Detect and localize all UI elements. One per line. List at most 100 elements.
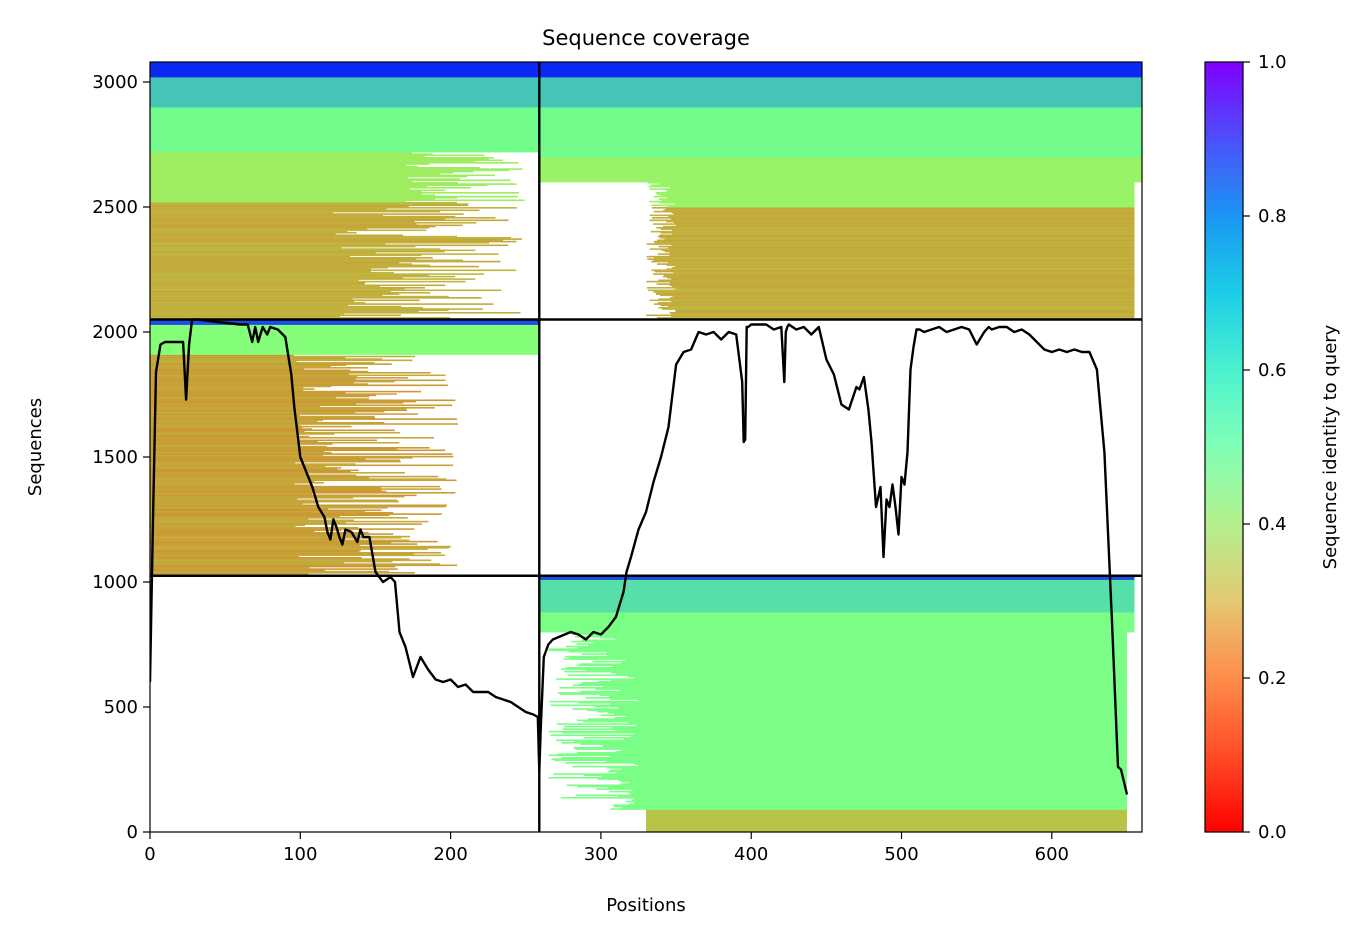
heatmap-row <box>551 758 1127 760</box>
heatmap-row <box>150 183 517 185</box>
heatmap-row <box>150 453 453 455</box>
heatmap-row <box>150 334 540 337</box>
heatmap-row <box>150 193 422 195</box>
heatmap-row <box>539 127 1142 129</box>
heatmap-row <box>566 784 1127 787</box>
heatmap-row <box>608 787 1127 789</box>
heatmap-row <box>150 335 540 338</box>
heatmap-row <box>150 457 413 459</box>
heatmap-row <box>150 460 401 463</box>
heatmap-row <box>150 289 502 292</box>
heatmap-row <box>150 270 371 273</box>
heatmap-row <box>587 709 1127 712</box>
heatmap-row <box>618 779 1127 782</box>
heatmap-row <box>539 629 1135 632</box>
heatmap-row <box>150 529 342 532</box>
heatmap-row <box>539 175 1142 178</box>
heatmap-row <box>150 77 540 79</box>
heatmap-row <box>150 269 516 272</box>
heatmap-row <box>539 97 1142 99</box>
heatmap-row <box>150 162 519 164</box>
heatmap-row <box>150 510 365 513</box>
heatmap-row <box>150 525 296 528</box>
heatmap-row <box>565 667 1127 669</box>
heatmap-row <box>150 262 400 264</box>
heatmap-row <box>602 744 1127 747</box>
heatmap-row <box>564 670 1127 673</box>
heatmap-row <box>150 112 540 114</box>
heatmap-row <box>590 634 1127 637</box>
heatmap-row <box>150 249 476 252</box>
y-tick-label: 0 <box>127 822 138 843</box>
heatmap-row <box>150 333 540 335</box>
heatmap-row <box>150 547 449 549</box>
heatmap-row <box>150 135 540 138</box>
heatmap-row <box>539 103 1142 105</box>
heatmap-row <box>150 163 430 165</box>
heatmap-row <box>150 432 401 434</box>
heatmap-row <box>572 765 1127 768</box>
heatmap-row <box>646 823 1127 825</box>
heatmap-row <box>150 124 540 127</box>
heatmap-row <box>150 572 415 574</box>
heatmap-row <box>150 359 413 362</box>
y-axis-label: Sequences <box>25 398 46 496</box>
heatmap-row <box>150 362 375 364</box>
heatmap-row <box>583 737 1127 739</box>
heatmap-row <box>150 462 296 464</box>
heatmap-row <box>539 113 1142 115</box>
heatmap-row <box>150 440 318 443</box>
heatmap-row <box>150 84 540 87</box>
heatmap-row <box>150 363 392 365</box>
heatmap-row <box>150 550 360 553</box>
heatmap-row <box>150 282 366 284</box>
heatmap-row <box>670 297 1135 299</box>
heatmap-row <box>150 514 390 517</box>
heatmap-row <box>150 458 366 460</box>
heatmap-row <box>539 67 1142 69</box>
heatmap-row <box>150 235 457 238</box>
heatmap-row <box>150 307 423 309</box>
heatmap-row <box>150 537 402 539</box>
heatmap-row <box>667 277 1135 279</box>
heatmap-row <box>150 549 361 552</box>
heatmap-row <box>539 180 1142 183</box>
heatmap-row <box>613 804 1127 807</box>
heatmap-row <box>611 679 1127 682</box>
heatmap-row <box>539 584 1135 587</box>
heatmap-row <box>150 358 383 360</box>
heatmap-row <box>648 289 1135 292</box>
heatmap-row <box>621 662 1127 664</box>
heatmap-row <box>634 733 1127 735</box>
heatmap-row <box>150 480 315 483</box>
heatmap-row <box>539 623 1135 625</box>
heatmap-row <box>150 387 304 389</box>
heatmap-row <box>150 155 425 158</box>
heatmap-row <box>150 69 540 72</box>
heatmap-row <box>150 252 376 254</box>
heatmap-row <box>150 437 434 439</box>
heatmap-row <box>150 553 414 555</box>
heatmap-row <box>539 603 1135 605</box>
heatmap-row <box>539 68 1142 70</box>
heatmap-row <box>150 159 503 162</box>
heatmap-row <box>150 415 375 418</box>
heatmap-row <box>656 283 1135 285</box>
heatmap-row <box>625 659 1127 662</box>
heatmap-row <box>150 484 313 487</box>
heatmap-row <box>539 69 1142 72</box>
heatmap-row <box>150 353 540 355</box>
heatmap-row <box>150 490 387 493</box>
heatmap-row <box>150 100 540 103</box>
heatmap-row <box>539 99 1142 102</box>
heatmap-row <box>150 102 540 104</box>
heatmap-row <box>539 592 1135 594</box>
heatmap-row <box>663 225 1135 228</box>
heatmap-row <box>150 520 429 523</box>
colorbar-tick-label: 0.4 <box>1258 514 1287 535</box>
heatmap-row <box>150 194 436 197</box>
heatmap-row <box>646 809 1127 812</box>
heatmap-row <box>150 95 540 98</box>
heatmap-row <box>539 65 1142 68</box>
heatmap-row <box>150 422 385 424</box>
